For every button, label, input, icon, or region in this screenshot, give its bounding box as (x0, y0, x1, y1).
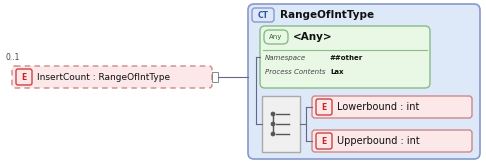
Circle shape (271, 132, 275, 136)
FancyBboxPatch shape (260, 26, 430, 88)
Text: E: E (321, 136, 327, 146)
FancyBboxPatch shape (316, 133, 332, 149)
Text: E: E (21, 73, 27, 82)
Text: Any: Any (269, 34, 283, 40)
Bar (212, 72, 218, 82)
Text: Namespace: Namespace (265, 55, 306, 61)
Text: InsertCount : RangeOfIntType: InsertCount : RangeOfIntType (37, 73, 170, 82)
Text: E: E (321, 103, 327, 111)
FancyBboxPatch shape (16, 69, 32, 85)
Text: ##other: ##other (330, 55, 363, 61)
Text: Process Contents: Process Contents (265, 69, 326, 75)
FancyBboxPatch shape (316, 99, 332, 115)
FancyBboxPatch shape (252, 8, 274, 22)
FancyBboxPatch shape (12, 66, 212, 88)
Circle shape (271, 122, 275, 126)
FancyBboxPatch shape (248, 4, 480, 159)
Circle shape (271, 112, 275, 116)
FancyBboxPatch shape (312, 96, 472, 118)
FancyBboxPatch shape (264, 30, 288, 44)
Text: CT: CT (258, 10, 268, 20)
Text: 0..1: 0..1 (5, 53, 19, 62)
Text: Lowerbound : int: Lowerbound : int (337, 102, 419, 112)
FancyBboxPatch shape (312, 130, 472, 152)
Bar (262, 96, 300, 152)
Text: RangeOfIntType: RangeOfIntType (280, 10, 374, 20)
Text: Upperbound : int: Upperbound : int (337, 136, 420, 146)
Text: <Any>: <Any> (293, 32, 332, 42)
Text: Lax: Lax (330, 69, 344, 75)
